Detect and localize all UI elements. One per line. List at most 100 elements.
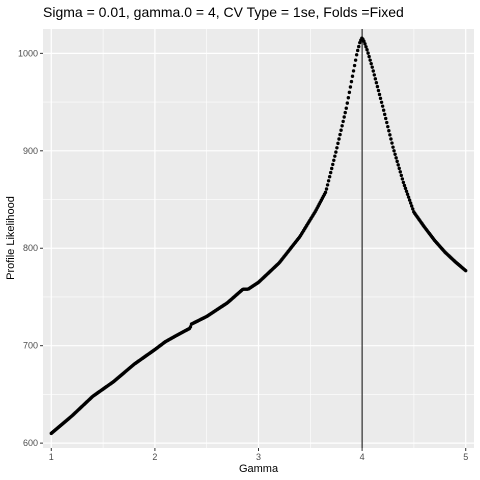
- data-point: [323, 190, 328, 195]
- data-point: [389, 137, 393, 141]
- data-point: [340, 124, 344, 128]
- data-point: [403, 186, 408, 191]
- data-point: [355, 48, 360, 53]
- data-point: [384, 116, 388, 121]
- data-point: [326, 179, 331, 183]
- data-point: [379, 100, 384, 104]
- data-point: [374, 81, 379, 85]
- data-point: [396, 163, 400, 167]
- data-point: [338, 132, 342, 137]
- x-tick-label: 4: [360, 452, 365, 462]
- data-point: [405, 192, 410, 196]
- data-point: [407, 198, 412, 202]
- data-point: [333, 154, 337, 158]
- data-point: [347, 90, 352, 95]
- data-point: [382, 112, 387, 117]
- data-point: [337, 137, 341, 141]
- data-point: [366, 51, 370, 55]
- y-tick-label: 800: [23, 243, 38, 253]
- data-point: [378, 96, 383, 101]
- data-point: [327, 175, 332, 179]
- x-tick-label: 2: [152, 452, 157, 462]
- data-point: [346, 96, 351, 100]
- data-point: [354, 53, 359, 57]
- data-point: [398, 170, 402, 174]
- major-gridlines: [43, 29, 474, 448]
- x-axis-title: Gamma: [239, 463, 279, 475]
- data-point: [343, 110, 347, 115]
- data-point: [464, 268, 468, 273]
- y-axis: 600 700 800 900 1000: [18, 48, 43, 448]
- y-tick-label: 600: [23, 438, 38, 448]
- data-point: [325, 183, 330, 187]
- data-point: [380, 104, 385, 108]
- data-point: [388, 133, 392, 137]
- data-point: [370, 65, 374, 69]
- data-point: [367, 54, 371, 59]
- data-point: [381, 108, 386, 112]
- data-point: [393, 152, 397, 156]
- y-tick-label: 700: [23, 341, 38, 351]
- data-point: [406, 195, 411, 199]
- data-point: [372, 73, 377, 77]
- data-point: [364, 45, 368, 49]
- data-point: [368, 58, 372, 62]
- data-point: [342, 115, 346, 119]
- data-point: [365, 48, 369, 52]
- data-point: [385, 120, 389, 125]
- data-point: [400, 177, 405, 181]
- data-point: [188, 325, 193, 329]
- x-tick-label: 1: [49, 452, 54, 462]
- data-point: [411, 207, 415, 211]
- data-point: [363, 42, 367, 46]
- data-point: [392, 149, 396, 153]
- data-point: [348, 85, 353, 89]
- y-axis-title: Profile Likelihood: [5, 196, 17, 280]
- data-point: [351, 69, 356, 73]
- data-point: [369, 61, 373, 66]
- data-point: [332, 158, 336, 162]
- data-point: [390, 141, 394, 145]
- data-point: [408, 201, 413, 205]
- data-point: [345, 101, 350, 105]
- data-points: [49, 36, 468, 436]
- data-point: [349, 79, 354, 84]
- data-point: [387, 129, 391, 133]
- data-point: [331, 162, 335, 167]
- data-point: [377, 92, 382, 97]
- data-point: [395, 159, 399, 164]
- y-tick-label: 900: [23, 146, 38, 156]
- x-axis: 1 2 3 4 5: [49, 448, 468, 462]
- data-point: [330, 166, 334, 171]
- data-point: [350, 74, 355, 78]
- data-point: [335, 146, 339, 150]
- data-point: [402, 183, 407, 188]
- data-point: [328, 170, 333, 175]
- data-point: [410, 204, 414, 208]
- data-point: [391, 145, 395, 149]
- data-point: [341, 119, 345, 124]
- data-point: [344, 106, 348, 110]
- data-point: [404, 189, 409, 194]
- data-point: [401, 180, 406, 185]
- x-tick-label: 3: [256, 452, 261, 462]
- data-point: [357, 44, 361, 49]
- y-tick-label: 1000: [18, 48, 38, 58]
- data-point: [373, 77, 378, 81]
- data-point: [386, 124, 390, 129]
- data-point: [334, 150, 338, 154]
- data-point: [352, 63, 357, 68]
- data-point: [353, 58, 358, 62]
- chart-title: Sigma = 0.01, gamma.0 = 4, CV Type = 1se…: [43, 4, 404, 20]
- data-point: [324, 187, 329, 191]
- data-point: [371, 69, 375, 73]
- x-tick-label: 5: [463, 452, 468, 462]
- data-point: [394, 156, 398, 160]
- data-point: [362, 39, 366, 43]
- data-point: [336, 141, 340, 146]
- data-point: [376, 88, 381, 93]
- data-point: [399, 173, 404, 178]
- data-point: [339, 128, 343, 132]
